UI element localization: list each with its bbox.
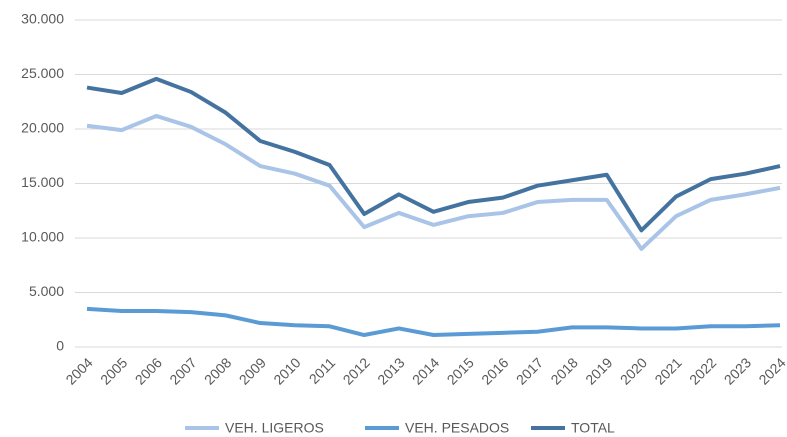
legend-label: VEH. LIGEROS — [225, 420, 324, 436]
y-tick-label: 10.000 — [21, 229, 64, 245]
x-tick-label: 2015 — [444, 354, 477, 387]
x-tick-label: 2010 — [270, 354, 303, 387]
x-tick-label: 2012 — [340, 354, 373, 387]
legend-label: VEH. PESADOS — [405, 420, 509, 436]
x-tick-label: 2022 — [686, 354, 719, 387]
y-tick-label: 15.000 — [21, 174, 64, 190]
x-tick-label: 2011 — [306, 354, 339, 387]
y-tick-label: 5.000 — [29, 283, 64, 299]
series-line — [86, 76, 781, 233]
x-tick-label: 2007 — [166, 354, 199, 387]
legend-label: TOTAL — [571, 420, 615, 436]
x-tick-label: 2020 — [617, 354, 650, 387]
x-tick-label: 2008 — [201, 354, 234, 387]
x-tick-label: 2014 — [409, 354, 442, 387]
x-tick-label: 2017 — [513, 354, 546, 387]
x-tick-label: 2024 — [755, 354, 787, 387]
x-tick-label: 2016 — [478, 354, 511, 387]
x-tick-label: 2005 — [97, 354, 130, 387]
x-tick-label: 2018 — [547, 354, 580, 387]
x-tick-label: 2013 — [374, 354, 407, 387]
x-tick-label: 2004 — [62, 354, 95, 387]
series-line — [86, 306, 781, 338]
x-tick-label: 2009 — [236, 354, 269, 387]
y-tick-label: 20.000 — [21, 120, 64, 136]
x-tick-label: 2006 — [132, 354, 165, 387]
y-tick-label: 0 — [56, 338, 64, 354]
x-tick-label: 2019 — [582, 354, 615, 387]
y-tick-label: 25.000 — [21, 65, 64, 81]
series-line — [86, 113, 781, 251]
y-tick-label: 30.000 — [21, 11, 64, 27]
x-tick-label: 2023 — [721, 354, 754, 387]
x-tick-label: 2021 — [651, 354, 684, 387]
